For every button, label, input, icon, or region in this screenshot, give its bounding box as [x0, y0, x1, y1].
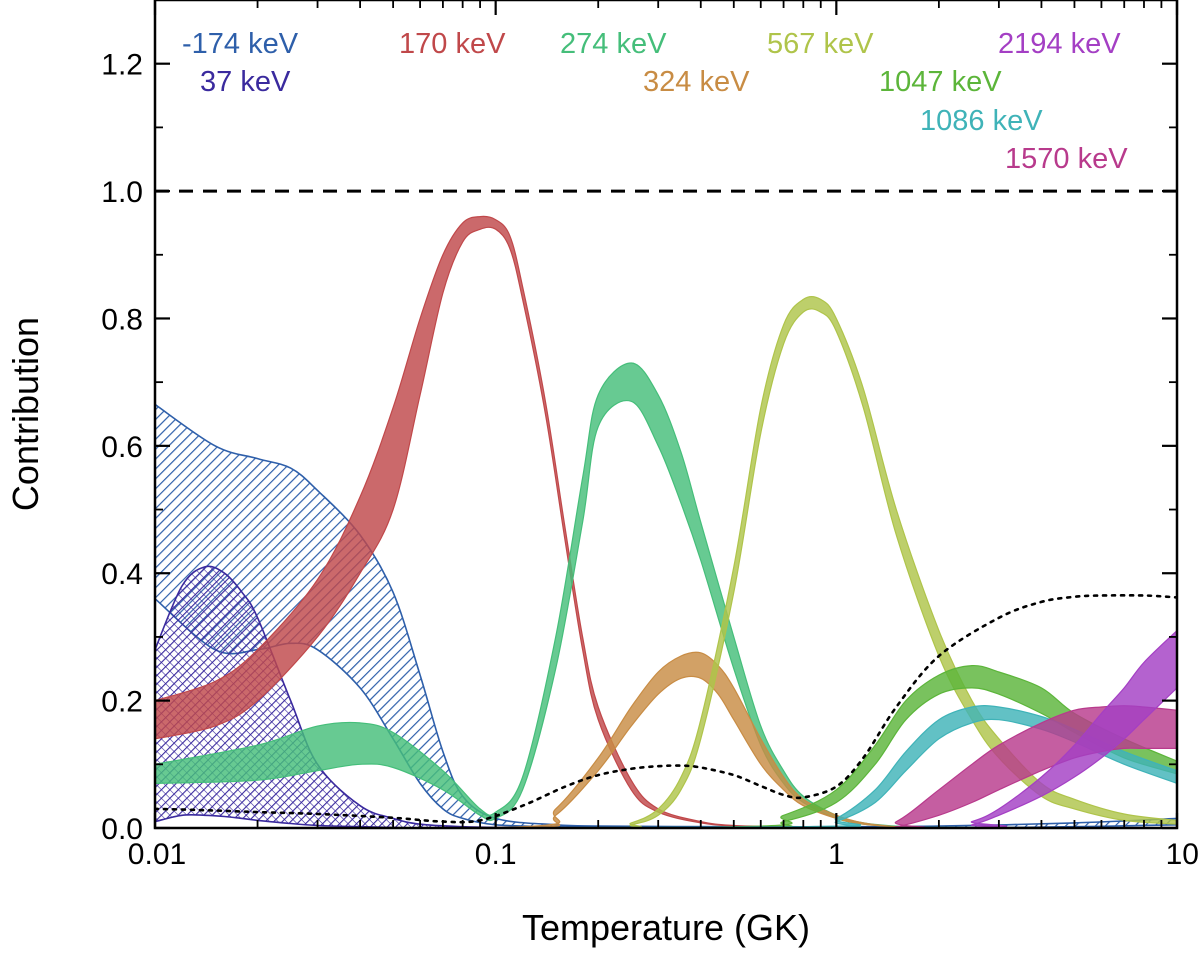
x-tick-label: 0.01 [128, 838, 186, 871]
y-tick-label: 0.2 [101, 686, 143, 719]
band-layer [155, 215, 1177, 828]
x-tick-label: 1 [828, 838, 845, 871]
label-minus-174-kev: -174 keV [182, 28, 299, 60]
y-tick-label: 0.4 [101, 558, 143, 591]
label-37-kev: 37 keV [200, 66, 291, 98]
y-axis-title: Contribution [5, 317, 46, 511]
line-layer [155, 189, 1177, 824]
band-170-kev [155, 215, 1177, 828]
label-2194-kev: 2194 keV [998, 28, 1121, 60]
x-axis-title: Temperature (GK) [522, 907, 810, 948]
label-567-kev: 567 keV [767, 28, 874, 60]
series-label-layer: -174 keV 37 keV 170 keV 274 keV 324 keV … [182, 28, 1128, 175]
y-tick-label: 1.2 [101, 49, 143, 82]
x-tick-label: 0.1 [475, 838, 517, 871]
y-tick-label: 1.0 [101, 176, 143, 209]
label-274-kev: 274 keV [560, 28, 667, 60]
band-324-kev [155, 651, 1177, 828]
y-tick-label: 0.8 [101, 303, 143, 336]
plot-frame [153, 0, 1179, 830]
dotted-total-curve [155, 594, 1177, 824]
label-1570-kev: 1570 keV [1005, 143, 1128, 175]
band-567-kev [155, 295, 1177, 828]
label-1047-kev: 1047 keV [879, 66, 1002, 98]
x-tick-label: 10 [1166, 838, 1199, 871]
label-170-kev: 170 keV [399, 28, 506, 60]
y-tick-label: 0.6 [101, 431, 143, 464]
label-1086-kev: 1086 keV [920, 105, 1043, 137]
label-324-kev: 324 keV [643, 66, 750, 98]
band-1047-kev [155, 664, 1177, 828]
y-tick-label: 0.0 [101, 813, 143, 846]
